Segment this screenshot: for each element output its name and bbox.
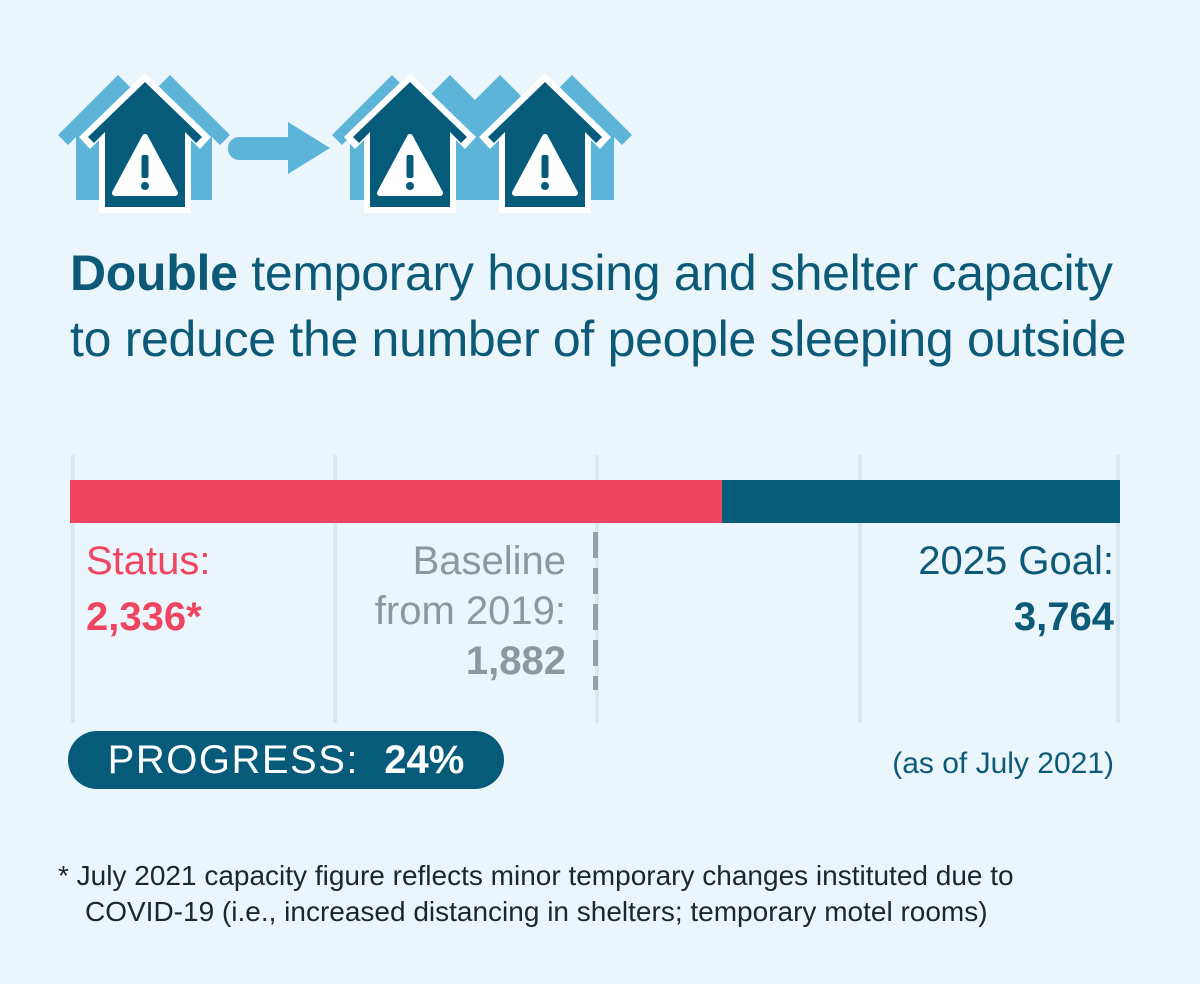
gridline (71, 455, 75, 723)
goal-label: 2025 Goal: (918, 539, 1114, 583)
house-warning-icon (332, 73, 632, 213)
gridline (1116, 455, 1120, 723)
arrow-right-icon (228, 122, 330, 174)
progress-value: 24% (384, 738, 465, 782)
baseline-marker (593, 532, 598, 690)
title-emphasis: Double (70, 245, 238, 301)
baseline-label-line2: from 2019: (374, 589, 566, 633)
title-rest: temporary housing and shelter capacity t… (70, 245, 1127, 367)
house-warning-icon (58, 73, 230, 213)
footnote: * July 2021 capacity figure reflects min… (58, 858, 1178, 930)
icons-row (58, 0, 632, 230)
status-value: 2,336* (86, 595, 202, 639)
gridline (333, 455, 337, 723)
footnote-line2: COVID-19 (i.e., increased distancing in … (85, 896, 988, 927)
gridline (858, 455, 862, 723)
status-label: Status: (86, 539, 211, 583)
baseline-label: Baseline from 2019: 1,882 (300, 536, 566, 686)
progress-badge: PROGRESS: 24% (68, 731, 504, 789)
footnote-line1: * July 2021 capacity figure reflects min… (58, 860, 1014, 891)
progress-label: PROGRESS: (107, 738, 360, 782)
page-title: Double temporary housing and shelter cap… (70, 240, 1130, 372)
as-of-date: (as of July 2021) (892, 747, 1114, 780)
status-bar (70, 480, 722, 523)
goal-value: 3,764 (1013, 595, 1114, 639)
baseline-value: 1,882 (465, 639, 566, 683)
baseline-label-line1: Baseline (412, 539, 566, 583)
